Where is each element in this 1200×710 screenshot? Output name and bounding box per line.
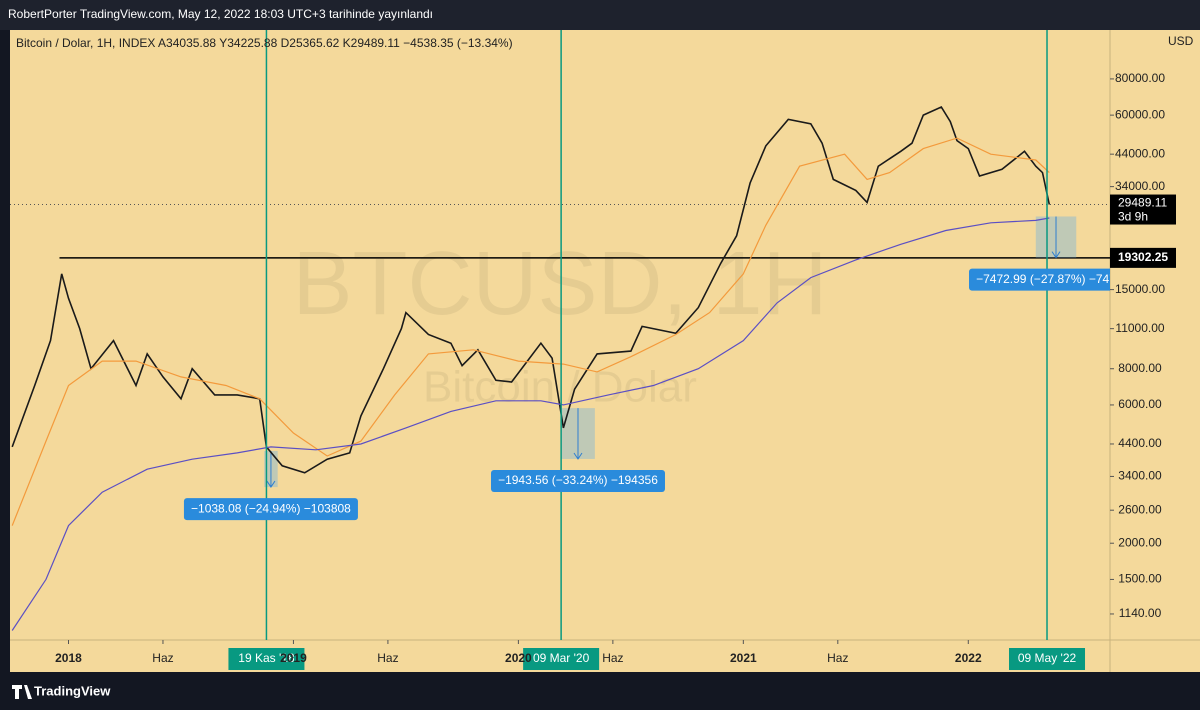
y-tick-label: 15000.00	[1115, 282, 1165, 296]
date-marker-label: 09 May '22	[1018, 651, 1077, 665]
y-tick-label: 1500.00	[1118, 572, 1162, 586]
x-tick-label: 2019	[280, 651, 307, 665]
last-price-countdown: 3d 9h	[1118, 210, 1148, 224]
measure-arrow	[1051, 216, 1061, 259]
currency: USD	[1168, 34, 1194, 48]
header-text: RobertPorter TradingView.com, May 12, 20…	[8, 7, 433, 21]
y-tick-label: 60000.00	[1115, 107, 1165, 121]
x-tick-label: Haz	[827, 651, 848, 665]
y-tick-label: 2000.00	[1118, 535, 1162, 549]
level-box	[1110, 247, 1176, 268]
measure-arrow	[573, 408, 583, 460]
watermark: BTCUSD, 1H	[292, 234, 827, 334]
measure-label-box	[490, 469, 665, 492]
y-tick-label: 6000.00	[1118, 397, 1162, 411]
measure-label: −7472.99 (−27.87%) −747299	[976, 272, 1136, 286]
y-tick-label: 34000.00	[1115, 179, 1165, 193]
moving-average	[11, 217, 1050, 631]
measure-label: −1943.56 (−33.24%) −194356	[498, 473, 658, 487]
x-tick-label: Haz	[152, 651, 173, 665]
overlay: 19 Kas '18 09 Mar '20 09 May '22	[228, 30, 1086, 670]
price-line	[11, 105, 1051, 474]
measure-labels: −1038.08 (−24.94%) −103808 −1943.56 (−33.…	[183, 268, 1136, 521]
plot-background	[10, 30, 1200, 672]
measure-label-box	[969, 268, 1110, 291]
legend-text: Bitcoin / Dolar, 1H, INDEX A34035.88 Y34…	[16, 36, 513, 50]
footer-text: TradingView	[34, 683, 111, 698]
x-tick-label: Haz	[377, 651, 398, 665]
y-tick-label: 80000.00	[1115, 71, 1165, 85]
date-marker-box	[228, 648, 305, 670]
plot	[10, 105, 1110, 631]
y-tick-label: 2600.00	[1118, 502, 1162, 516]
last-price-box	[1110, 194, 1176, 225]
logo	[12, 685, 32, 699]
date-marker-label: 09 Mar '20	[533, 651, 590, 665]
y-tick-label: 11000.00	[1115, 321, 1164, 335]
date-marker-box	[1009, 648, 1086, 670]
y-tick-label: 4400.00	[1118, 436, 1162, 450]
header-bar	[0, 0, 1200, 30]
date-marker-label: 19 Kas '18	[238, 651, 295, 665]
level-label: 19302.25	[1118, 250, 1168, 264]
y-tick-label: 1140.00	[1119, 606, 1162, 620]
measure-arrow	[266, 450, 276, 488]
footer-bar	[0, 672, 1200, 710]
last-price-label: 29489.11	[1118, 196, 1167, 210]
x-tick-label: 2020	[505, 651, 532, 665]
measure-label-box	[183, 498, 358, 521]
date-marker-box	[523, 648, 600, 670]
y-tick-label: 8000.00	[1118, 361, 1162, 375]
y-tick-label: 3400.00	[1118, 469, 1162, 483]
x-tick-label: 2022	[955, 651, 982, 665]
x-tick-label: 2021	[730, 651, 757, 665]
x-tick-label: 2018	[55, 651, 82, 665]
y-tick-label: 44000.00	[1115, 146, 1165, 160]
x-tick-label: Haz	[602, 651, 623, 665]
measure-label: −1038.08 (−24.94%) −103808	[191, 501, 351, 515]
moving-average	[11, 137, 1050, 526]
